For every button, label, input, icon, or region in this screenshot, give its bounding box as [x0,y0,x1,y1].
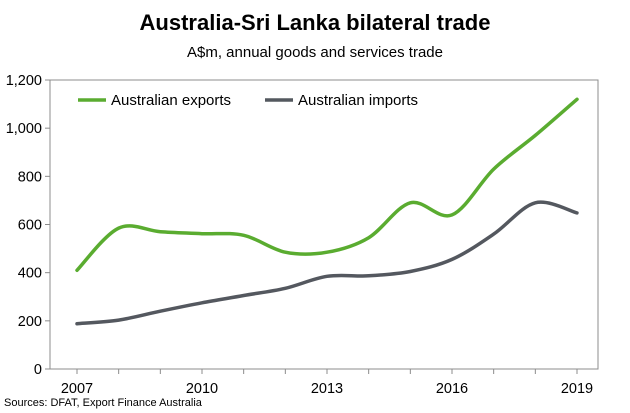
chart-title: Australia-Sri Lanka bilateral trade [139,10,491,35]
source-note: Sources: DFAT, Export Finance Australia [4,397,202,409]
y-tick-label: 200 [18,314,42,330]
y-tick-label: 1,200 [6,73,42,89]
y-tick-label: 800 [18,169,42,185]
x-tick-label: 2007 [61,381,93,397]
y-tick-label: 1,000 [6,121,42,137]
series-line-australian-imports [75,200,579,326]
x-tick-label: 2013 [311,381,343,397]
series-line-australian-exports [75,97,579,273]
x-tick-label: 2010 [186,381,218,397]
y-tick-label: 0 [34,362,42,378]
legend-label-australian-exports: Australian exports [111,92,231,109]
x-tick-label: 2019 [561,381,593,397]
y-tick-label: 400 [18,266,42,282]
chart-subtitle: A$m, annual goods and services trade [187,44,443,61]
x-tick-label: 2016 [436,381,468,397]
legend-label-australian-imports: Australian imports [298,92,418,109]
y-tick-label: 600 [18,218,42,234]
